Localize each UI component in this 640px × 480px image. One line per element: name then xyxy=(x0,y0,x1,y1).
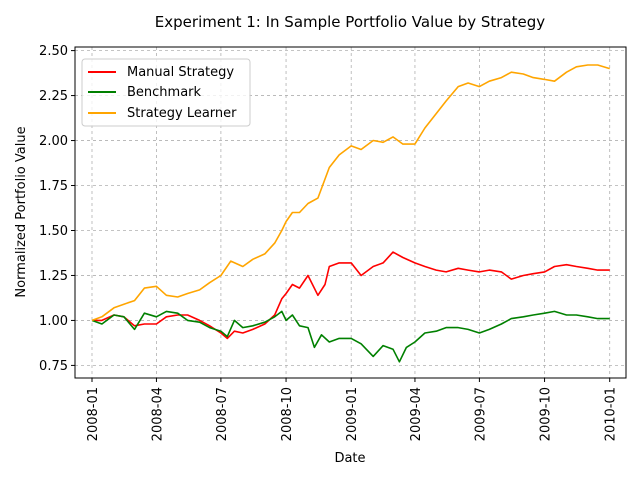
y-tick-label: 1.75 xyxy=(39,179,68,194)
y-tick-label: 1.50 xyxy=(39,224,68,239)
x-tick-label: 2008-01 xyxy=(86,387,101,441)
legend-box xyxy=(81,58,251,127)
x-axis-label: Date xyxy=(334,451,365,466)
y-tick-label: 2.50 xyxy=(39,44,68,59)
x-tick-label: 2009-07 xyxy=(473,387,488,441)
y-axis: 0.75 1.00 1.25 1.50 1.75 2.00 2.25 2.50 xyxy=(39,44,75,374)
x-tick-label: 2009-10 xyxy=(539,387,554,441)
legend-label-benchmark: Benchmark xyxy=(127,85,202,100)
y-tick-label: 2.00 xyxy=(39,134,68,149)
chart-title: Experiment 1: In Sample Portfolio Value … xyxy=(155,13,546,31)
legend-label-strategy-learner: Strategy Learner xyxy=(127,106,237,121)
series-line-benchmark xyxy=(91,310,610,363)
y-tick-label: 1.00 xyxy=(39,314,68,329)
x-tick-label: 2010-01 xyxy=(604,387,619,441)
series-line-manual-strategy xyxy=(92,251,610,340)
y-tick-label: 2.25 xyxy=(39,89,68,104)
x-axis: 2008-01 2008-04 2008-07 2008-10 2009-01 2009-… xyxy=(86,378,619,441)
legend-label-manual-strategy: Manual Strategy xyxy=(127,65,234,80)
legend: Manual Strategy Benchmark Strategy Learn… xyxy=(81,58,251,127)
x-tick-label: 2008-04 xyxy=(150,387,165,441)
y-tick-label: 1.25 xyxy=(39,269,68,284)
y-axis-label: Normalized Portfolio Value xyxy=(14,126,29,297)
series-lines xyxy=(91,64,610,363)
x-tick-label: 2008-07 xyxy=(215,387,230,441)
y-tick-label: 0.75 xyxy=(39,359,68,374)
x-tick-label: 2008-10 xyxy=(280,387,295,441)
x-tick-label: 2009-04 xyxy=(409,387,424,441)
x-tick-label: 2009-01 xyxy=(345,387,360,441)
plot-frame xyxy=(74,46,627,379)
series-line-strategy-learner xyxy=(91,64,610,322)
